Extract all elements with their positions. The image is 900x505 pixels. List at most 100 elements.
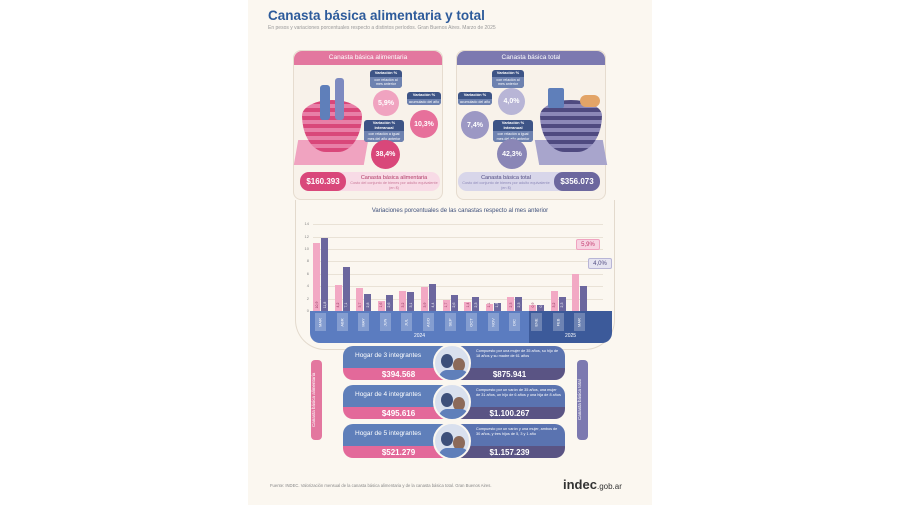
bar-cbt bbox=[407, 291, 415, 311]
x-tick-label: ABR bbox=[339, 318, 345, 327]
month-tab bbox=[531, 313, 542, 331]
x-tick-label: DIC bbox=[511, 319, 517, 326]
bottle-icon bbox=[320, 85, 330, 120]
y-tick-label: 4 bbox=[306, 283, 309, 289]
family-illustration-icon bbox=[433, 344, 471, 382]
cba-card-title: Canasta básica alimentaria bbox=[294, 51, 442, 65]
household-cbt: $1.100.267 bbox=[454, 407, 565, 419]
month-tab bbox=[336, 313, 348, 331]
cbt-yoy-tag: Variación % interanual con relación a igu… bbox=[493, 120, 533, 142]
bar-cbt bbox=[537, 305, 544, 311]
household-description: Compuesto por una mujer de 35 años, su h… bbox=[476, 349, 559, 358]
x-tick-label: SEP bbox=[447, 318, 453, 327]
month-tab bbox=[444, 313, 456, 331]
bar-value-label: 2,8 bbox=[365, 302, 370, 308]
cba-ytd-tag: Variación % acumulado del año bbox=[407, 92, 441, 105]
bar-value-label: 1,1 bbox=[487, 302, 492, 308]
bar-value-label: 10,9 bbox=[314, 301, 319, 309]
bar-value-label: 0,9 bbox=[538, 302, 543, 308]
bread-icon bbox=[580, 95, 600, 107]
bar-cba bbox=[442, 300, 450, 311]
indec-logo[interactable]: indec.gob.ar bbox=[563, 477, 622, 492]
x-tick-label: JUN bbox=[382, 318, 388, 327]
gridline bbox=[313, 249, 603, 250]
bar-value-label: 0,9 bbox=[530, 302, 535, 308]
month-tab bbox=[315, 313, 326, 331]
cba-side-label: Canasta básica alimentaria bbox=[311, 360, 322, 440]
cbt-monthly-tag: Variación % con relación al mes anterior bbox=[492, 70, 524, 88]
food-basket-icon bbox=[302, 100, 362, 152]
bar-value-label: 1,6 bbox=[379, 302, 384, 308]
household-description: Compuesto por un varón de 35 años, una m… bbox=[476, 388, 561, 397]
cba-monthly-value: 5,9% bbox=[373, 90, 399, 116]
bar-value-label: 1,7 bbox=[444, 302, 449, 308]
x-tick-label: ENE bbox=[533, 318, 539, 327]
bar-cba bbox=[356, 288, 364, 311]
bar-value-label: 1,4 bbox=[465, 302, 470, 308]
month-tab bbox=[487, 313, 499, 331]
y-tick-label: 6 bbox=[306, 270, 309, 276]
bar-cbt bbox=[364, 293, 372, 311]
household-cbt: $1.157.239 bbox=[454, 446, 565, 458]
household-title: Hogar de 5 integrantes bbox=[343, 424, 454, 446]
bar-cba bbox=[550, 291, 558, 311]
bar-cbt bbox=[342, 266, 350, 311]
month-tab bbox=[466, 313, 478, 331]
bar-value-label: 11,8 bbox=[322, 301, 327, 309]
y-tick-label: 8 bbox=[306, 258, 309, 264]
month-tab bbox=[379, 313, 391, 331]
gridline bbox=[313, 286, 603, 288]
cbt-monthly-value: 4,0% bbox=[498, 88, 525, 115]
x-tick-label: MAR bbox=[317, 318, 323, 327]
x-tick-label: FEB bbox=[555, 318, 561, 327]
bar-value-label: 3,9 bbox=[422, 302, 427, 308]
x-tick-label: OCT bbox=[468, 318, 474, 327]
family-illustration-icon bbox=[433, 383, 471, 421]
bar-cbt bbox=[580, 286, 588, 311]
family-illustration-icon bbox=[433, 422, 471, 460]
bar-value-label: 4,2 bbox=[336, 302, 341, 308]
x-tick-label: MAY bbox=[360, 318, 366, 327]
month-tab bbox=[401, 313, 413, 331]
month-tab bbox=[574, 313, 586, 331]
bar-cba bbox=[572, 274, 580, 311]
page-title: Canasta básica alimentaria y total bbox=[268, 8, 485, 23]
cbt-card-title: Canasta básica total bbox=[457, 51, 605, 65]
household-row: Hogar de 4 integrantes $495.616 Compuest… bbox=[343, 385, 565, 419]
bar-cbt bbox=[321, 237, 328, 311]
year-label: 2025 bbox=[564, 333, 577, 339]
bar-value-label: 2,6 bbox=[387, 302, 392, 308]
household-description: Compuesto por un varón y una mujer, ambo… bbox=[476, 427, 558, 436]
bar-value-label: 2,3 bbox=[473, 302, 478, 308]
cba-price-caption: Canasta básica alimentaria Costo del conj… bbox=[350, 175, 438, 190]
household-title: Hogar de 3 integrantes bbox=[343, 346, 454, 368]
cbt-price: $356.073 bbox=[554, 172, 600, 191]
bar-cba bbox=[529, 305, 536, 311]
bar-value-label: 7,1 bbox=[344, 302, 349, 308]
household-cba: $495.616 bbox=[343, 407, 454, 419]
source-note: Fuente: INDEC. Valorización mensual de l… bbox=[270, 483, 492, 488]
goods-icon bbox=[548, 88, 564, 108]
bar-cbt bbox=[385, 294, 393, 311]
bar-value-label: 2,3 bbox=[508, 302, 513, 308]
bar-cbt bbox=[515, 296, 523, 311]
household-row: Hogar de 5 integrantes $521.279 Compuest… bbox=[343, 424, 565, 458]
y-tick-label: 2 bbox=[306, 295, 309, 301]
bar-value-label: 2,3 bbox=[560, 302, 565, 308]
bar-cba bbox=[334, 284, 342, 311]
y-tick-label: 10 bbox=[304, 246, 309, 251]
month-tab bbox=[423, 313, 434, 331]
bar-value-label: 4,4 bbox=[430, 302, 435, 308]
gridline bbox=[313, 224, 603, 226]
bar-cba bbox=[399, 291, 407, 311]
y-tick-label: 14 bbox=[304, 221, 309, 227]
bar-cbt bbox=[429, 283, 436, 311]
gridline bbox=[313, 236, 603, 238]
household-row: Hogar de 3 integrantes $394.568 Compuest… bbox=[343, 346, 565, 380]
bar-cba bbox=[313, 243, 320, 311]
y-tick-label: 0 bbox=[306, 308, 309, 313]
bar-cbt bbox=[558, 296, 566, 311]
chart-title: Variaciones porcentuales de las canastas… bbox=[371, 208, 549, 214]
axis-band-2025 bbox=[529, 311, 612, 343]
bar-cbt bbox=[450, 294, 458, 311]
